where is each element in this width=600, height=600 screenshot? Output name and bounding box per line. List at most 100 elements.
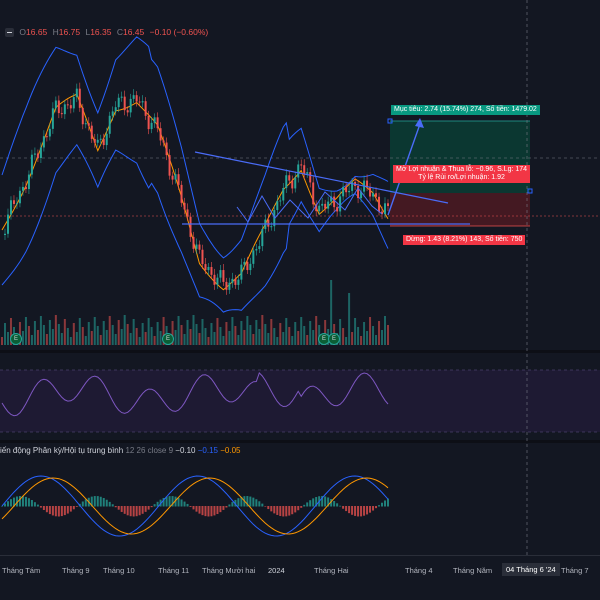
volume-bar (348, 293, 351, 345)
candle-body (177, 174, 180, 185)
entry-handle (527, 188, 533, 194)
macd-histogram-bar (309, 500, 312, 507)
earnings-marker-4[interactable]: E (328, 333, 340, 345)
volume-bar (207, 337, 210, 345)
candle-body (327, 201, 330, 209)
macd-histogram-bar (57, 506, 60, 517)
candle-body (348, 190, 351, 193)
candle-body (237, 279, 240, 285)
candle-body (288, 175, 291, 181)
volume-bar (381, 330, 384, 345)
candle-body (21, 186, 24, 191)
volume-bar (213, 332, 216, 345)
macd-histogram-bar (351, 506, 354, 515)
macd-histogram-bar (60, 506, 63, 517)
pnl-label[interactable]: Mở Lợi nhuận & Thua lỗ: −0.96, S.Lg: 174… (393, 165, 531, 184)
volume-bar (156, 322, 159, 345)
macd-histogram-bar (306, 502, 309, 507)
candle-body (75, 88, 78, 98)
low-label: L (85, 27, 91, 37)
volume-bar (30, 335, 33, 345)
macd-histogram-bar (120, 506, 123, 512)
volume-bar (222, 336, 225, 345)
macd-histogram-bar (333, 500, 336, 507)
volume-bar (3, 323, 6, 345)
volume-bar (279, 323, 282, 345)
macd-histogram-bar (3, 503, 6, 507)
macd-signal-line (1, 477, 389, 535)
volume-bar (69, 337, 72, 345)
time-label-may: Tháng Năm (453, 566, 493, 575)
macd-histogram-bar (276, 506, 279, 515)
volume-bar (282, 332, 285, 345)
minus-icon[interactable] (5, 28, 14, 38)
candle-body (90, 125, 93, 139)
volume-bar (9, 318, 12, 345)
macd-legend: iến động Phân kỳ/Hội tụ trung bình 12 26… (0, 446, 240, 455)
candle-body (15, 203, 18, 205)
volume-bar (75, 332, 78, 345)
target-label[interactable]: Mục tiêu: 2.74 (15.74%) 274, Số tiền: 14… (391, 105, 540, 116)
macd-histogram-bar (240, 496, 243, 507)
projection-arrow-head (415, 118, 424, 128)
macd-value-3: −0.05 (220, 446, 241, 455)
macd-histogram-bar (138, 506, 141, 516)
candle-body (189, 216, 192, 237)
macd-line (1, 475, 389, 537)
volume-bar (306, 335, 309, 345)
candle-body (69, 105, 72, 109)
volume-bar (375, 335, 378, 345)
trendline-upper (194, 151, 449, 204)
volume-bar (285, 318, 288, 345)
target-handle (387, 118, 393, 124)
earnings-marker-1[interactable]: E (10, 333, 22, 345)
macd-histogram-bar (219, 506, 222, 513)
volume-bar (180, 325, 183, 345)
volume-bar (387, 325, 389, 345)
volume-bar (363, 322, 366, 345)
volume-bar (102, 321, 105, 345)
candle-body (153, 117, 156, 123)
macd-histogram-bar (111, 504, 114, 507)
candle-body (216, 277, 219, 285)
volume-bar (51, 329, 54, 345)
candle-body (3, 233, 6, 235)
bollinger-lower (1, 143, 389, 313)
candle-body (381, 211, 384, 215)
high-value: 16.75 (58, 27, 81, 37)
volume-bar (204, 328, 207, 345)
stop-label[interactable]: Dừng: 1.43 (8.21%) 143, Số tiền: 750 (403, 235, 526, 246)
macd-histogram-bar (99, 496, 102, 507)
macd-histogram-bar (171, 496, 174, 507)
volume-bar (147, 318, 150, 345)
macd-histogram-bar (39, 506, 42, 508)
macd-histogram-bar (102, 498, 105, 507)
volume-bar (243, 330, 246, 345)
bollinger-basis (1, 93, 389, 291)
pnl-line-2: Tỷ lệ Rủi ro/Lợi nhuận: 1.92 (418, 174, 505, 182)
candle-body (120, 96, 123, 98)
time-label-jul: Tháng 7 (561, 566, 589, 575)
volume-bar (198, 333, 201, 345)
candle-body (213, 274, 216, 285)
close-value: 16.45 (122, 27, 145, 37)
volume-bar (87, 322, 90, 345)
earnings-marker-2[interactable]: E (162, 333, 174, 345)
candle-body (345, 186, 348, 193)
candle-body (108, 115, 111, 134)
macd-histogram-bar (261, 503, 264, 507)
volume-bar (60, 333, 63, 345)
macd-histogram-bar (183, 501, 186, 507)
candle-body (57, 100, 60, 114)
candle-body (117, 97, 120, 108)
macd-histogram-bar (150, 506, 153, 508)
candle-body (30, 154, 33, 175)
candle-body (165, 142, 168, 156)
candle-body (42, 136, 45, 148)
volume-bar (351, 332, 354, 345)
macd-histogram-bar (1, 506, 3, 507)
volume-bar (255, 320, 258, 345)
volume-bar (141, 323, 144, 345)
